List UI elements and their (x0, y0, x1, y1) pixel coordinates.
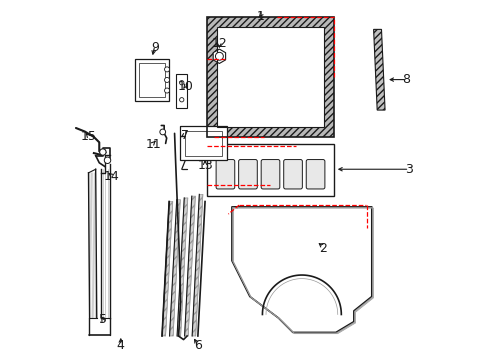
Bar (135, 59, 169, 101)
Bar (180, 126, 226, 131)
Circle shape (164, 88, 169, 93)
Polygon shape (177, 198, 187, 336)
Bar (180, 126, 226, 160)
Text: 6: 6 (194, 339, 202, 352)
Bar (206, 127, 333, 137)
Text: 13: 13 (197, 159, 212, 172)
Text: 9: 9 (151, 41, 159, 54)
Text: 11: 11 (145, 138, 161, 150)
FancyBboxPatch shape (305, 159, 324, 189)
Text: 7: 7 (181, 129, 189, 142)
Bar (206, 17, 217, 137)
Polygon shape (162, 202, 172, 336)
Bar (206, 17, 333, 27)
Polygon shape (373, 30, 384, 110)
Bar (180, 126, 184, 160)
Circle shape (164, 67, 169, 72)
FancyBboxPatch shape (238, 159, 257, 189)
FancyBboxPatch shape (283, 159, 302, 189)
Bar (206, 144, 333, 196)
Text: 2: 2 (319, 242, 326, 255)
Text: 3: 3 (405, 163, 412, 176)
Bar (135, 59, 169, 63)
Circle shape (215, 52, 223, 60)
Circle shape (100, 149, 106, 155)
Polygon shape (169, 200, 180, 336)
Text: 4: 4 (117, 339, 124, 352)
Bar (164, 59, 169, 101)
Bar (180, 156, 226, 160)
Bar (206, 144, 333, 150)
Text: 10: 10 (177, 80, 193, 93)
Polygon shape (213, 49, 225, 63)
Bar (217, 27, 324, 127)
Bar (206, 191, 333, 196)
Circle shape (164, 77, 169, 82)
Bar (135, 59, 139, 101)
Bar (184, 131, 222, 156)
Circle shape (179, 98, 183, 102)
Bar (176, 74, 187, 108)
Text: 8: 8 (401, 73, 409, 86)
Bar (206, 17, 333, 137)
Polygon shape (184, 196, 195, 336)
Circle shape (104, 157, 110, 163)
Circle shape (179, 81, 183, 85)
Bar (217, 27, 324, 127)
Bar (176, 105, 187, 108)
Bar (222, 126, 226, 160)
Bar (135, 97, 169, 101)
Circle shape (160, 129, 165, 135)
Polygon shape (192, 194, 203, 336)
Bar (139, 63, 164, 97)
Text: 5: 5 (99, 313, 107, 327)
Bar (324, 17, 333, 137)
Text: 1: 1 (256, 10, 264, 23)
FancyBboxPatch shape (216, 159, 234, 189)
Bar (184, 74, 187, 108)
FancyBboxPatch shape (261, 159, 279, 189)
Text: 14: 14 (104, 170, 120, 183)
Text: 15: 15 (81, 130, 96, 144)
Bar (176, 74, 179, 108)
Text: 12: 12 (211, 37, 227, 50)
Bar (176, 74, 187, 77)
